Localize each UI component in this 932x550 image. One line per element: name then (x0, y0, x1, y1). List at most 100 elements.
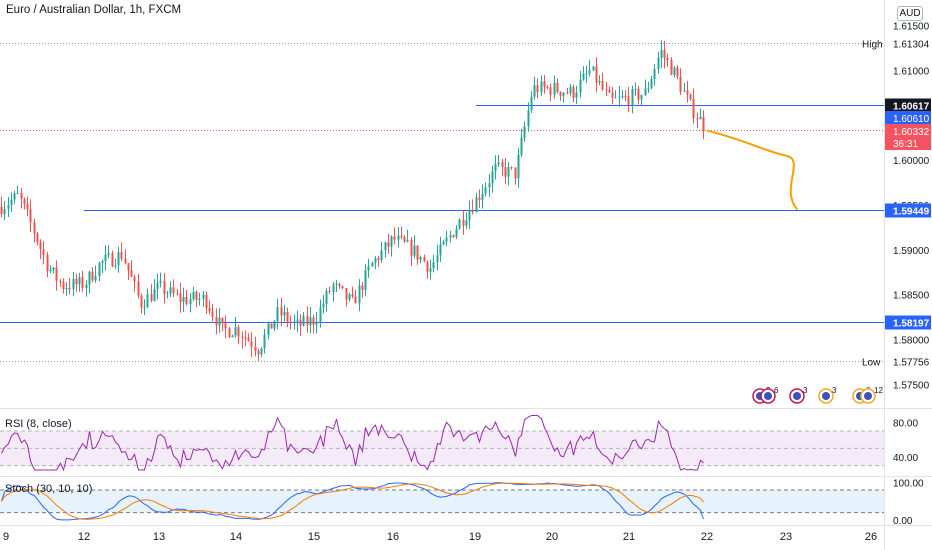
candle-body (273, 321, 276, 329)
event-flag-icon (822, 392, 830, 400)
candle-body (631, 88, 634, 106)
candle-body (406, 239, 409, 242)
level-price-text: 1.60617 (893, 102, 930, 113)
level-price-text: 1.59449 (893, 207, 930, 218)
candle-body (449, 235, 452, 238)
candle-body (374, 258, 377, 263)
candle-body (517, 154, 520, 179)
candle-body (10, 199, 13, 206)
candle-body (143, 307, 146, 309)
candle-body (150, 293, 153, 301)
candle-body (335, 283, 338, 285)
candle-body (543, 81, 546, 87)
event-count-text: 6 (774, 386, 779, 395)
candle-body (182, 296, 185, 303)
candle-body (592, 66, 595, 71)
candle-body (52, 267, 55, 270)
candle-body (185, 296, 188, 304)
candle-body (159, 280, 162, 283)
candle-body (328, 290, 331, 292)
candle-body (556, 82, 559, 92)
candle-body (72, 278, 75, 290)
candle-body (403, 236, 406, 242)
time-tick-label: 19 (469, 531, 481, 543)
candle-body (137, 281, 140, 296)
candle-body (455, 228, 458, 237)
rsi-tick-label: 80.00 (893, 418, 918, 429)
candle-body (244, 337, 247, 339)
rsi-line (1, 414, 704, 472)
candle-body (101, 261, 104, 264)
candle-body (107, 253, 110, 255)
candle-body (322, 304, 325, 308)
bid-price-text: 1.60610 (893, 114, 930, 125)
stoch-band-fill (0, 490, 884, 513)
candle-body (475, 197, 478, 213)
candle-body (254, 346, 257, 351)
event-count-text: 3 (832, 386, 837, 395)
candle-body (367, 266, 370, 271)
candle-body (501, 162, 504, 168)
candle-body (319, 307, 322, 322)
candle-body (657, 57, 660, 70)
candle-body (293, 321, 296, 323)
candle-body (29, 209, 32, 223)
candle-body (286, 311, 289, 322)
candle-body (686, 90, 689, 95)
candle-body (163, 280, 166, 295)
candle-body (504, 167, 507, 177)
candle-body (494, 163, 497, 172)
candle-body (533, 85, 536, 97)
price-tick-label: 1.60000 (893, 156, 930, 167)
candle-body (91, 271, 94, 281)
candle-body (452, 235, 455, 237)
candle-body (507, 166, 510, 177)
candle-body (595, 66, 598, 83)
candles-group (0, 40, 705, 361)
candle-body (241, 336, 244, 338)
candle-body (601, 80, 604, 90)
candle-body (85, 284, 88, 289)
candle-body (358, 285, 361, 304)
candle-body (114, 265, 117, 267)
candle-body (228, 328, 231, 338)
candle-body (462, 219, 465, 226)
candle-body (94, 276, 97, 281)
candle-body (172, 287, 175, 294)
candle-body (20, 193, 23, 199)
candle-body (527, 110, 530, 127)
candle-body (237, 327, 240, 337)
candle-body (624, 96, 627, 98)
candle-body (81, 277, 84, 289)
last-price-badge (885, 124, 931, 150)
candle-body (211, 311, 214, 317)
candle-body (439, 244, 442, 256)
price-tick-label: 1.58500 (893, 291, 930, 302)
candle-body (702, 116, 705, 132)
high-line-label: High (862, 40, 883, 51)
candle-body (208, 308, 211, 312)
candle-body (491, 171, 494, 184)
candle-body (267, 323, 270, 335)
event-count-text: 12 (874, 386, 883, 395)
price-tick-label: 1.61500 (893, 22, 930, 33)
candle-body (419, 257, 422, 260)
candle-body (111, 253, 114, 267)
stoch-d-line (1, 482, 704, 520)
candle-body (146, 293, 149, 308)
candle-body (169, 287, 172, 294)
candle-body (588, 70, 591, 74)
candle-body (341, 285, 344, 289)
currency-badge[interactable]: AUD (897, 6, 923, 21)
candle-body (361, 285, 364, 290)
candle-body (312, 317, 315, 325)
event-flag-icon (793, 392, 801, 400)
candle-body (478, 197, 481, 200)
time-tick-label: 22 (701, 531, 713, 543)
candle-body (562, 92, 565, 96)
candle-body (231, 335, 234, 338)
candle-body (471, 210, 474, 213)
candle-body (325, 290, 328, 305)
